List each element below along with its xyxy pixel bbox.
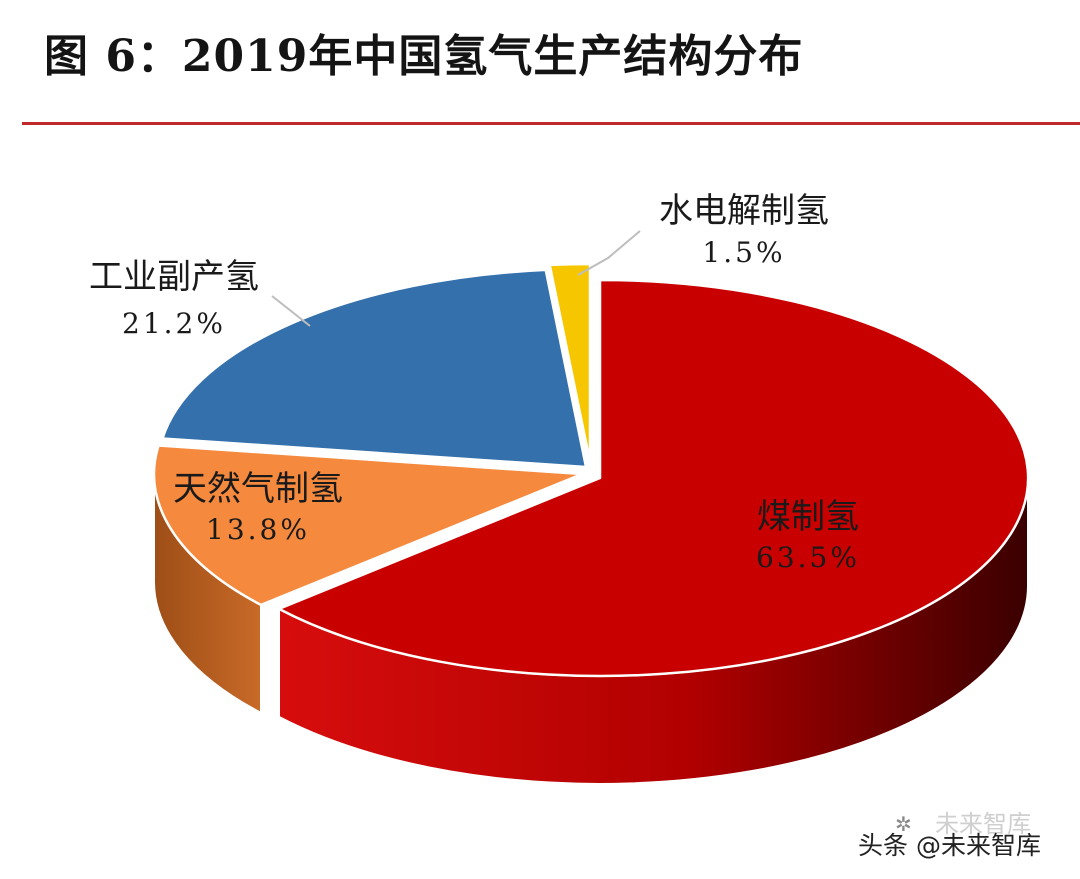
slice-label-4: 水电解制氢 (659, 191, 829, 231)
pie-tops (152, 262, 1030, 678)
pie-slice-1 (277, 278, 1030, 678)
slice-labels: 煤制氢 63.5% 天然气制氢 13.8% 工业副产氢 21.2% 水电解制氢 1.5% (89, 191, 860, 574)
slice-value-label-2: 13.8% (206, 513, 310, 546)
wechat-channel-icon: ✲ (895, 812, 912, 836)
slice-value-label-4: 1.5% (702, 236, 785, 269)
watermark-ghost-text: 未来智库 (935, 810, 1031, 838)
pie-slice-4 (548, 262, 592, 464)
leader-line-4 (577, 230, 641, 276)
figure-title: 图 6：2019年中国氢气生产结构分布 (44, 31, 804, 82)
slice-value-label-1: 63.5% (756, 541, 860, 574)
slice-label-2: 天然气制氢 (173, 469, 343, 509)
leader-line-3 (271, 295, 311, 327)
leader-lines (271, 230, 641, 327)
watermark-text: 头条 @未来智库 (858, 831, 1041, 860)
slice-value-label-3: 21.2% (122, 307, 226, 340)
pie-slice-3 (161, 268, 588, 469)
title-rule (22, 122, 1080, 125)
slice-label-3: 工业副产氢 (89, 257, 259, 297)
pie-slice-2 (152, 444, 584, 607)
slice-label-1: 煤制氢 (757, 497, 859, 537)
